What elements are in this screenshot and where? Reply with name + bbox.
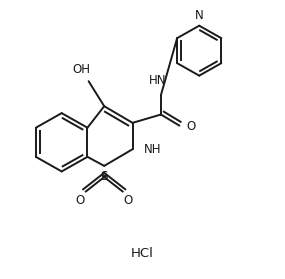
Text: HCl: HCl: [131, 247, 154, 260]
Text: OH: OH: [72, 63, 91, 76]
Text: S: S: [101, 170, 108, 183]
Text: O: O: [186, 120, 196, 133]
Text: HN: HN: [149, 74, 167, 87]
Text: N: N: [195, 9, 203, 22]
Text: O: O: [124, 194, 133, 208]
Text: NH: NH: [144, 143, 161, 156]
Text: O: O: [76, 194, 85, 208]
